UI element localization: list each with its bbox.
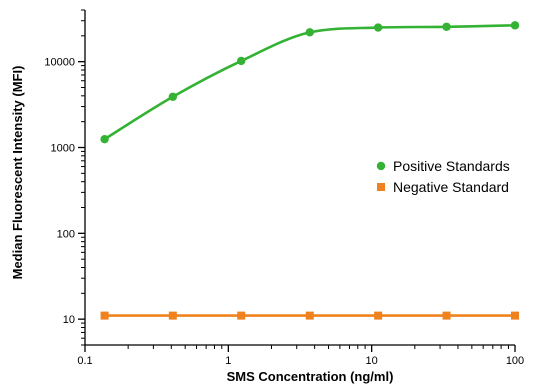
data-point-positive-standards <box>442 22 451 31</box>
data-point-negative-standard <box>237 311 246 320</box>
data-point-positive-standards <box>100 134 109 144</box>
plot-area: 0.1 1 10 100 10 100 1000 10000 <box>44 9 524 367</box>
data-point-positive-standards <box>168 92 178 101</box>
series-layer <box>100 21 520 320</box>
legend-label-negative-standard: Negative Standard <box>393 179 509 195</box>
y-tick-label: 10000 <box>44 57 75 69</box>
y-tick-label: 1000 <box>51 143 75 155</box>
legend-marker-positive-standards <box>376 161 386 171</box>
y-tick-label: 10 <box>63 314 75 326</box>
x-tick-label: 1 <box>225 355 231 367</box>
data-point-negative-standard <box>305 311 314 320</box>
data-point-negative-standard <box>442 311 451 320</box>
x-tick-label: 100 <box>506 355 524 367</box>
y-axis-ticks: 10 100 1000 10000 <box>44 9 85 346</box>
x-tick-label: 10 <box>366 355 378 367</box>
x-tick-label: 0.1 <box>77 355 92 367</box>
x-axis-title: SMS Concentration (ng/ml) <box>227 369 394 384</box>
legend-marker-negative-standard <box>377 183 385 191</box>
data-point-negative-standard <box>374 311 383 320</box>
data-point-positive-standards <box>373 23 383 32</box>
data-point-positive-standards <box>510 21 520 30</box>
legend-item-positive-standards: Positive Standards <box>376 158 510 174</box>
data-point-negative-standard <box>168 311 177 320</box>
y-tick-label: 100 <box>57 228 75 240</box>
legend-label-positive-standards: Positive Standards <box>393 158 510 174</box>
x-axis-ticks: 0.1 1 10 100 <box>77 345 524 367</box>
data-point-negative-standard <box>511 311 519 320</box>
data-point-negative-standard <box>100 311 109 320</box>
data-point-positive-standards <box>305 28 314 37</box>
data-point-positive-standards <box>237 56 246 66</box>
y-axis-title: Median Fluorescent Intensity (MFI) <box>10 66 25 280</box>
legend-item-negative-standard: Negative Standard <box>377 179 509 195</box>
series-line-positive-standards <box>103 24 516 141</box>
legend: Positive Standards Negative Standard <box>376 158 510 195</box>
